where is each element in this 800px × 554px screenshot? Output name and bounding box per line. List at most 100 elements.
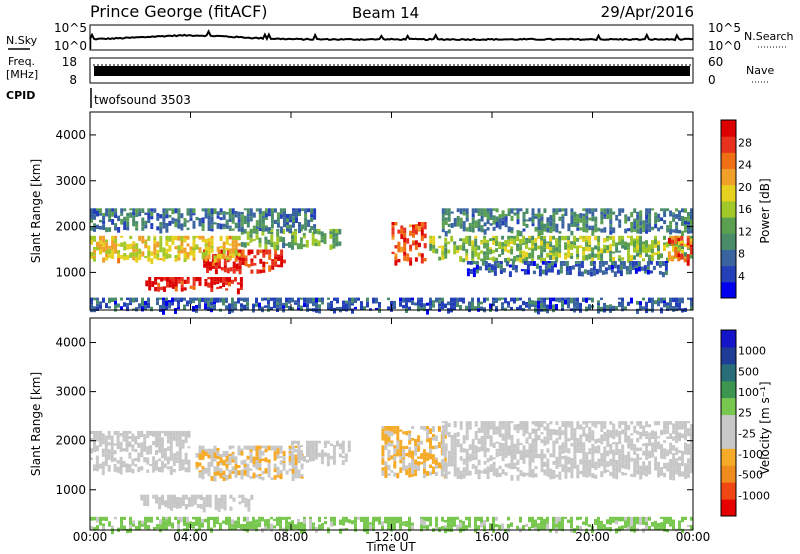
data-cell [210,224,214,229]
data-cell [155,497,159,501]
data-cell [117,258,121,264]
data-cell [223,260,227,266]
data-cell [516,208,520,215]
data-cell [453,471,457,477]
data-cell [477,438,481,444]
data-cell [597,524,600,531]
data-cell [204,303,207,306]
data-cell [684,216,687,222]
data-cell [510,215,514,219]
power-colorbar-tick-label: 4 [738,270,745,283]
data-cell [314,447,318,452]
data-cell [612,442,616,445]
data-cell [244,261,248,267]
y-tick-label: 2000 [55,434,86,448]
data-cell [93,208,96,215]
data-cell [648,450,652,454]
data-cell [429,437,432,441]
data-cell [258,214,262,219]
data-cell [198,297,201,304]
data-cell [186,516,189,523]
data-cell [288,305,291,311]
data-cell [480,428,484,433]
data-cell [555,229,559,233]
data-cell [649,261,653,265]
data-cell [93,255,96,259]
data-cell [621,461,625,465]
data-cell [252,516,255,520]
data-cell [675,302,678,308]
data-cell [610,261,614,266]
data-cell [198,250,202,253]
data-cell [501,302,504,306]
data-cell [559,261,563,266]
data-cell [300,521,303,527]
data-cell [99,225,102,230]
data-cell [489,455,493,461]
data-cell [591,464,595,469]
data-cell [615,429,619,433]
data-cell [111,249,115,255]
data-cell [583,269,587,274]
data-cell [155,465,158,471]
data-cell [634,267,638,274]
data-cell [504,258,508,263]
data-cell [323,239,327,245]
data-cell [167,500,170,507]
data-cell [120,522,123,525]
data-cell [210,453,214,457]
data-cell [585,452,589,455]
data-cell [270,228,274,232]
data-cell [501,438,505,441]
data-cell [174,221,178,228]
noise-right-top: 10^5 [708,21,741,35]
data-cell [585,421,589,426]
data-cell [543,421,547,424]
data-cell [630,235,633,239]
data-cell [663,421,667,426]
data-cell [291,297,294,303]
data-cell [320,459,324,465]
data-cell [537,516,540,520]
data-cell [612,235,616,240]
data-cell [637,266,641,272]
data-cell [283,217,286,224]
data-cell [465,516,468,521]
data-cell [520,269,524,272]
data-cell [468,521,471,528]
velocity-colorbar-swatch [721,414,736,432]
data-cell [585,473,589,478]
data-cell [636,219,640,224]
data-cell [357,516,360,520]
data-cell [184,467,188,470]
data-cell [246,306,249,311]
data-cell [285,520,288,525]
data-cell [522,258,526,264]
data-cell [216,465,220,471]
data-cell [308,228,312,233]
data-cell [640,266,644,271]
data-cell [219,522,222,527]
data-cell [549,255,553,260]
data-cell [372,520,375,527]
data-cell [610,269,614,273]
data-cell [280,261,284,268]
data-cell [222,277,226,283]
data-cell [168,284,172,288]
data-cell [177,299,180,305]
data-cell [122,434,126,439]
data-cell [93,433,96,439]
time-axis: 00:00 04:00 08:00 12:00 16:00 20:00 00:00 [73,112,710,544]
data-cell [381,458,385,463]
data-cell [561,219,565,224]
power-colorbar-tick-label: 28 [738,136,752,149]
data-cell [393,453,397,457]
data-cell [208,494,212,500]
data-cell [99,235,102,241]
data-cell [666,421,670,427]
x-tick-label: 04:00 [173,530,208,544]
data-cell [297,449,300,453]
data-cell [406,238,410,244]
data-cell [123,245,127,251]
data-cell [214,494,218,499]
